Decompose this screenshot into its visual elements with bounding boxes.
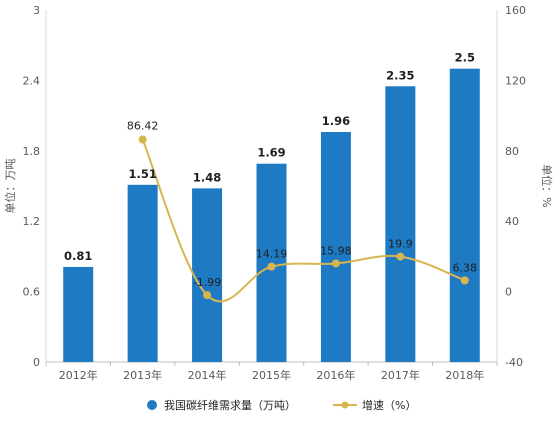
y2-axis-title: 单位：% bbox=[540, 164, 554, 207]
line-value-label: 14.19 bbox=[256, 248, 288, 261]
x-tick-label: 2014年 bbox=[188, 368, 227, 382]
y-tick-label: 0 bbox=[33, 356, 40, 369]
bar-value-label: 1.48 bbox=[193, 170, 221, 184]
y2-tick-label: 40 bbox=[505, 215, 519, 228]
x-tick-label: 2018年 bbox=[445, 368, 484, 382]
y2-tick-label: 160 bbox=[505, 4, 526, 17]
line-value-label: 86.42 bbox=[127, 120, 159, 133]
x-tick-label: 2015年 bbox=[252, 368, 291, 382]
bar-series bbox=[63, 68, 480, 363]
bar bbox=[320, 132, 351, 362]
bar-value-label: 2.35 bbox=[386, 68, 414, 82]
bar-value-label: 1.69 bbox=[257, 146, 285, 160]
x-tick-label: 2012年 bbox=[59, 368, 98, 382]
bar-value-label: 2.5 bbox=[455, 51, 475, 65]
line-point bbox=[267, 262, 276, 271]
y2-tick-label: 120 bbox=[505, 74, 526, 87]
x-tick-label: 2016年 bbox=[316, 368, 355, 382]
bar-value-label: 1.96 bbox=[322, 114, 350, 128]
y2-tick-label: 0 bbox=[505, 286, 512, 299]
y-tick-label: 0.6 bbox=[23, 286, 41, 299]
x-tick-label: 2017年 bbox=[381, 368, 420, 382]
y-tick-label: 3 bbox=[33, 4, 40, 17]
legend-label-line: 增速（%） bbox=[362, 398, 416, 412]
line-point bbox=[396, 252, 405, 261]
legend-marker-bar bbox=[147, 400, 157, 410]
line-series bbox=[138, 135, 469, 303]
axes: 0 0.6 1.2 1.8 2.4 3 -40 0 40 80 120 160 2012年 2013年 20… bbox=[3, 4, 554, 382]
line-value-label: 6.38 bbox=[453, 261, 478, 274]
bar bbox=[127, 184, 158, 362]
y-tick-label: 2.4 bbox=[23, 74, 41, 87]
line-point bbox=[460, 276, 469, 285]
data-labels: 0.81 1.51 1.48 1.69 1.96 2.35 2.5 86.42 -1.99 14.… bbox=[64, 51, 477, 289]
y2-tick-label: 80 bbox=[505, 145, 519, 158]
legend: 我国碳纤维需求量（万吨） 增速（%） bbox=[147, 398, 416, 412]
bar bbox=[449, 68, 480, 363]
legend-label-bar: 我国碳纤维需求量（万吨） bbox=[164, 398, 296, 412]
bar bbox=[63, 266, 94, 362]
y-tick-label: 1.8 bbox=[23, 145, 41, 158]
line-value-label: -1.99 bbox=[193, 276, 221, 289]
y2-tick-label: -40 bbox=[505, 356, 523, 369]
line-point bbox=[331, 259, 340, 268]
bar-value-label: 0.81 bbox=[64, 249, 92, 263]
bar bbox=[385, 86, 416, 363]
y-tick-label: 1.2 bbox=[23, 215, 41, 228]
bar-value-label: 1.51 bbox=[128, 167, 156, 181]
legend-marker-line-dot bbox=[341, 401, 349, 409]
line-point bbox=[138, 135, 147, 144]
line-value-label: 19.9 bbox=[388, 238, 413, 251]
bar bbox=[192, 188, 223, 362]
x-tick-label: 2013年 bbox=[123, 368, 162, 382]
growth-line bbox=[141, 139, 466, 303]
y-axis-title: 单位：万吨 bbox=[3, 159, 17, 214]
line-value-label: 15.98 bbox=[320, 244, 352, 257]
line-point bbox=[203, 291, 212, 300]
